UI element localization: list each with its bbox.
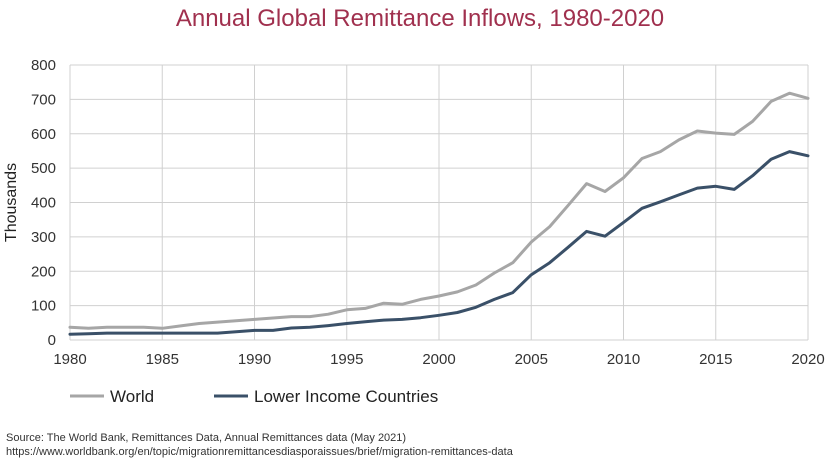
series-line-world [68,91,810,330]
legend-label-lower-income-countries: Lower Income Countries [254,387,438,406]
source-line-1: Source: The World Bank, Remittances Data… [6,432,407,444]
y-tick-label: 200 [31,263,56,280]
legend-label-world: World [110,387,154,406]
x-tick-label: 2000 [422,351,455,368]
x-tick-label: 2010 [607,351,640,368]
source-note: Source: The World Bank, Remittances Data… [6,431,513,459]
x-tick-label: 2005 [515,351,548,368]
y-axis-label: Thousands [3,163,20,242]
x-tick-label: 2015 [699,351,732,368]
x-tick-label: 1995 [330,351,363,368]
source-line-2: https://www.worldbank.org/en/topic/migra… [6,446,513,458]
y-tick-label: 300 [31,229,56,246]
x-tick-label: 1990 [238,351,271,368]
x-tick-label: 1985 [146,351,179,368]
y-tick-label: 500 [31,160,56,177]
series-line-lower-income-countries [68,150,810,336]
y-tick-label: 800 [31,57,56,74]
chart-title: Annual Global Remittance Inflows, 1980-2… [175,5,665,32]
y-tick-label: 700 [31,91,56,108]
y-tick-label: 600 [31,126,56,143]
x-tick-label: 2020 [791,351,824,368]
y-tick-label: 400 [31,195,56,212]
y-tick-label: 0 [48,332,56,349]
x-tick-label: 1980 [53,351,86,368]
y-tick-label: 100 [31,298,56,315]
